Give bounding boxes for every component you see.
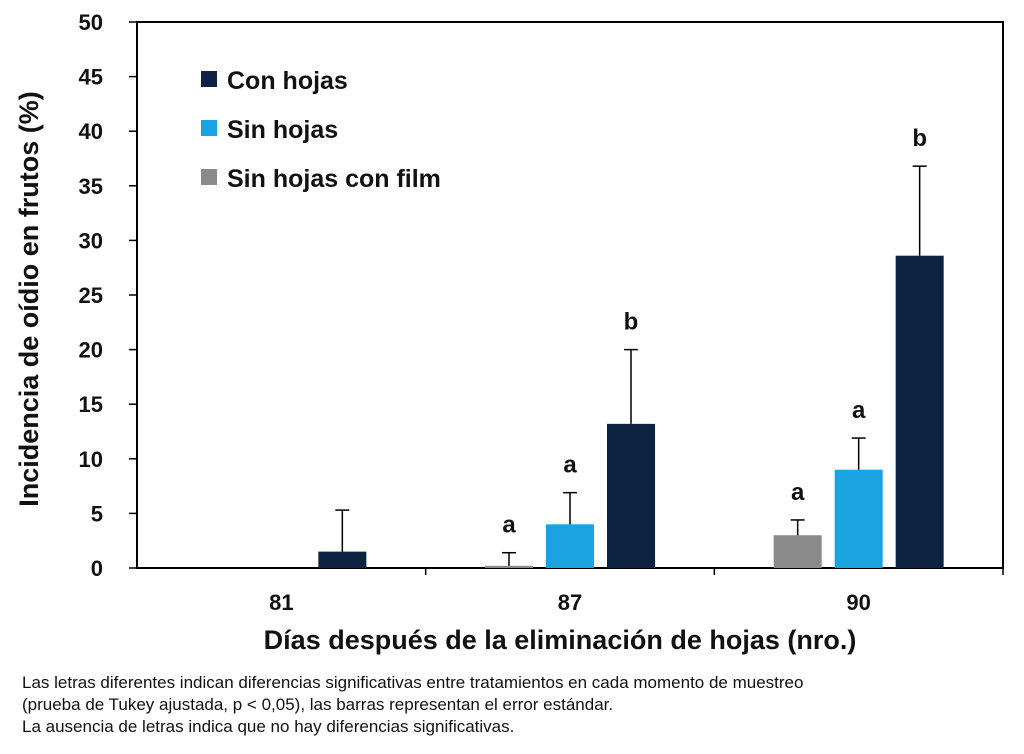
legend-label: Sin hojas xyxy=(227,116,338,144)
x-tick-label: 87 xyxy=(558,590,582,615)
caption-line-2: (prueba de Tukey ajustada, p < 0,05), la… xyxy=(22,695,614,714)
caption-line-3: La ausencia de letras indica que no hay … xyxy=(22,717,515,736)
chart: 0 5 10 15 20 25 30 35 40 45 50 81 87 a a b 90 a a b Días des… xyxy=(14,10,1004,655)
figure-caption: Las letras diferentes indican diferencia… xyxy=(22,672,1012,738)
significance-letter: a xyxy=(502,512,516,539)
chart-svg: 0 5 10 15 20 25 30 35 40 45 50 81 87 a a b 90 a a b Días des… xyxy=(14,10,1004,655)
y-axis-title: Incidencia de oídio en frutos (%) xyxy=(14,91,44,507)
bar xyxy=(546,524,594,568)
y-tick-label: 10 xyxy=(79,447,103,472)
y-tick-label: 30 xyxy=(79,228,103,253)
legend-label: Sin hojas con film xyxy=(227,165,441,193)
legend-swatch xyxy=(201,169,217,185)
y-tick-label: 0 xyxy=(91,556,103,581)
caption-line-1: Las letras diferentes indican diferencia… xyxy=(22,673,804,692)
significance-letter: b xyxy=(624,309,639,336)
y-tick-label: 35 xyxy=(79,174,103,199)
y-tick-label: 15 xyxy=(79,392,103,417)
y-tick-label: 20 xyxy=(79,338,103,363)
significance-letter: a xyxy=(791,479,805,506)
y-tick-label: 50 xyxy=(79,10,103,35)
significance-letter: a xyxy=(563,452,577,479)
legend-swatch xyxy=(201,71,217,87)
legend-swatch xyxy=(201,120,217,136)
bar xyxy=(834,469,883,568)
bar xyxy=(895,255,944,569)
x-tick-label: 90 xyxy=(846,590,870,615)
x-axis-title: Días después de la eliminación de hojas … xyxy=(264,625,857,655)
bar xyxy=(485,565,533,568)
y-tick-label: 40 xyxy=(79,119,103,144)
y-tick-label: 45 xyxy=(79,65,103,90)
y-tick-label: 5 xyxy=(91,501,103,526)
legend-label: Con hojas xyxy=(227,67,348,95)
y-tick-label: 25 xyxy=(79,283,103,308)
bar xyxy=(607,423,655,568)
x-tick-label: 81 xyxy=(269,590,293,615)
bar xyxy=(773,535,822,568)
significance-letter: a xyxy=(852,397,866,424)
significance-letter: b xyxy=(912,125,927,152)
bar xyxy=(318,551,367,568)
